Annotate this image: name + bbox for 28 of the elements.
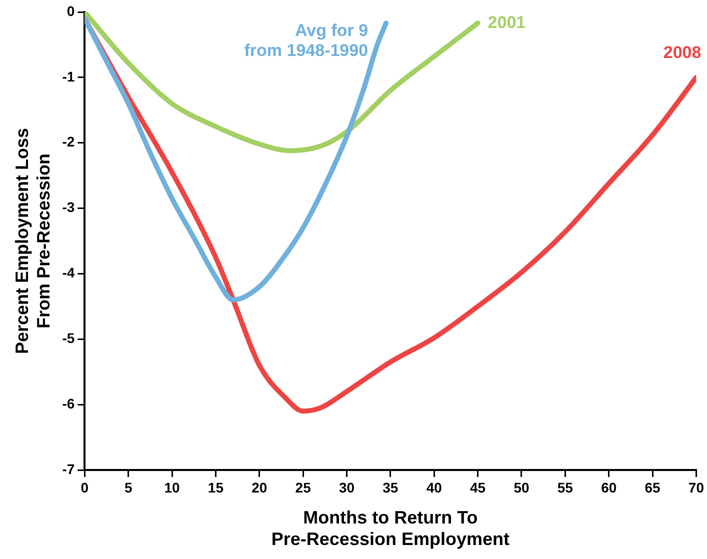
y-tick-label: -3 [62, 199, 75, 216]
y-tick-label: -1 [62, 68, 75, 84]
x-tick-label: 65 [644, 479, 661, 496]
x-tick-label: 45 [470, 479, 486, 496]
y-tick-label: 0 [66, 2, 75, 19]
y-tick-label: -5 [62, 330, 75, 346]
x-tick-label: 35 [382, 479, 398, 496]
series-label: Avg for 9 from 1948-1990 [244, 20, 368, 60]
x-tick-label: 10 [164, 479, 180, 496]
x-tick-label: 30 [338, 479, 355, 496]
x-tick-label: 55 [557, 479, 574, 496]
y-tick-label: -6 [62, 395, 75, 412]
y-axis-title: Percent Employment Loss From Pre-Recession [12, 128, 54, 354]
x-axis-title: Months to Return To Pre-Recession Employment [271, 508, 510, 550]
x-tick-label: 15 [208, 479, 224, 496]
x-tick-label: 25 [295, 479, 312, 496]
y-tick-label: -7 [62, 460, 75, 477]
y-tick-label: -4 [62, 264, 75, 281]
x-tick-label: 50 [514, 479, 530, 496]
x-tick-label: 5 [124, 479, 132, 496]
y-tick-label: -2 [62, 134, 75, 150]
series-label: 2008 [663, 43, 702, 62]
x-tick-label: 70 [688, 479, 704, 496]
x-tick-label: 0 [80, 479, 89, 496]
x-tick-label: 60 [601, 479, 617, 496]
series-label: 2001 [488, 12, 526, 32]
x-tick-label: 40 [426, 479, 442, 496]
x-tick-label: 20 [252, 479, 268, 496]
